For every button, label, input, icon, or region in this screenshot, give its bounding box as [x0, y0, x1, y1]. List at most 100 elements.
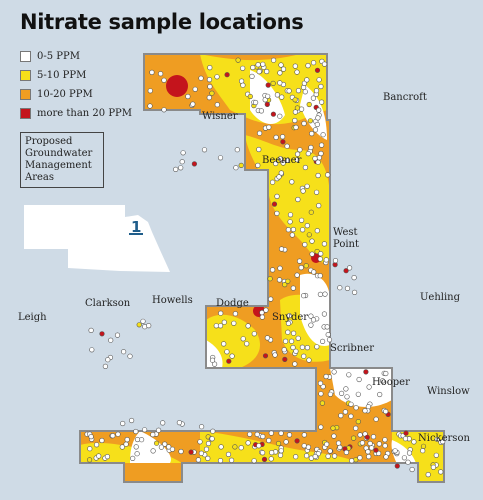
- sample-point: [251, 331, 257, 337]
- sample-point: [401, 455, 408, 461]
- sample-point: [366, 454, 372, 460]
- sample-point: [240, 336, 246, 342]
- sample-point: [150, 448, 156, 454]
- sample-point: [383, 370, 389, 377]
- sample-point: [290, 344, 296, 351]
- sample-point: [440, 439, 446, 445]
- sample-point: [324, 324, 330, 330]
- sample-point: [274, 92, 281, 98]
- legend-label: 0-5 PPM: [37, 51, 80, 62]
- sample-point: [140, 318, 146, 324]
- sample-point: [301, 84, 307, 90]
- sample-point: [110, 433, 116, 439]
- sample-point: [438, 469, 444, 475]
- place-label-leigh: Leigh: [18, 312, 47, 323]
- sample-point: [173, 166, 179, 172]
- sample-point: [317, 291, 324, 298]
- inset-marker: 1: [131, 218, 141, 236]
- sample-point: [289, 179, 295, 185]
- sample-point: [321, 241, 328, 247]
- sample-point: [133, 444, 139, 450]
- place-label-uehling: Uehling: [420, 292, 461, 303]
- sample-point: [337, 285, 343, 291]
- sample-point: [221, 341, 227, 347]
- sample-point: [292, 117, 298, 124]
- legend-label: 5-10 PPM: [37, 70, 87, 81]
- sample-point: [88, 434, 94, 440]
- sample-point: [278, 430, 284, 436]
- sample-point: [134, 451, 140, 457]
- sample-point: [312, 127, 319, 133]
- sample-point: [214, 74, 220, 80]
- sample-point: [283, 338, 289, 344]
- sample-point: [325, 172, 331, 178]
- sample-point: [304, 183, 310, 189]
- sample-point: [245, 440, 251, 446]
- sample-point: [314, 121, 320, 128]
- sample-point: [305, 444, 312, 450]
- sample-point: [201, 147, 208, 153]
- sample-point: [149, 69, 155, 75]
- sample-point: [310, 317, 317, 323]
- sample-point: [250, 64, 256, 71]
- sample-point: [278, 170, 284, 176]
- sample-point: [301, 293, 307, 299]
- sample-point: [278, 62, 284, 68]
- sample-point: [324, 441, 330, 447]
- sample-point: [295, 335, 301, 341]
- sample-point: [294, 272, 300, 278]
- sample-point: [327, 391, 334, 397]
- place-label-nickerson: Nickerson: [418, 433, 470, 444]
- sample-point: [267, 276, 273, 282]
- sample-point: [229, 457, 235, 463]
- sample-point: [308, 313, 314, 319]
- sample-point: [301, 120, 307, 127]
- sample-point: [304, 223, 310, 229]
- sample-point: [325, 332, 331, 338]
- sample-point: [403, 430, 409, 436]
- sample-point: [127, 353, 133, 359]
- sample-point: [255, 62, 261, 68]
- sample-point: [321, 311, 328, 317]
- sample-point: [249, 73, 255, 79]
- sample-point: [260, 450, 266, 456]
- place-label-howells: Howells: [152, 295, 193, 306]
- sample-point: [311, 269, 317, 275]
- sample-point: [434, 436, 440, 442]
- sample-point: [289, 232, 295, 238]
- sample-point: [261, 456, 268, 463]
- sample-point: [96, 453, 102, 459]
- sample-point: [308, 209, 314, 215]
- sample-point: [336, 440, 342, 446]
- sample-point: [273, 160, 279, 167]
- sample-point: [319, 400, 326, 406]
- legend-swatch-yellow: [20, 70, 31, 81]
- sample-point: [420, 443, 427, 449]
- sample-point: [343, 449, 350, 456]
- sample-point: [363, 369, 369, 375]
- sample-point: [207, 83, 213, 90]
- place-label-west: West: [333, 227, 358, 238]
- sample-point: [351, 435, 357, 441]
- sample-point: [235, 57, 241, 63]
- sample-point: [325, 453, 331, 459]
- sample-point: [260, 433, 266, 440]
- sample-point: [282, 356, 288, 363]
- sample-point: [315, 172, 321, 179]
- sample-point: [275, 440, 282, 447]
- sample-point: [339, 390, 345, 397]
- sample-point: [349, 458, 355, 464]
- sample-point: [264, 101, 270, 107]
- sample-point: [256, 68, 262, 75]
- sample-point: [306, 232, 312, 238]
- sample-point: [382, 443, 388, 449]
- legend-item-10-20: 10-20 PPM: [20, 89, 93, 100]
- sample-point: [256, 443, 262, 449]
- sample-point: [289, 338, 295, 344]
- sample-point: [253, 99, 259, 106]
- sample-point: [314, 228, 320, 234]
- sample-point: [409, 466, 415, 473]
- sample-point: [302, 89, 308, 95]
- sample-point: [130, 455, 136, 462]
